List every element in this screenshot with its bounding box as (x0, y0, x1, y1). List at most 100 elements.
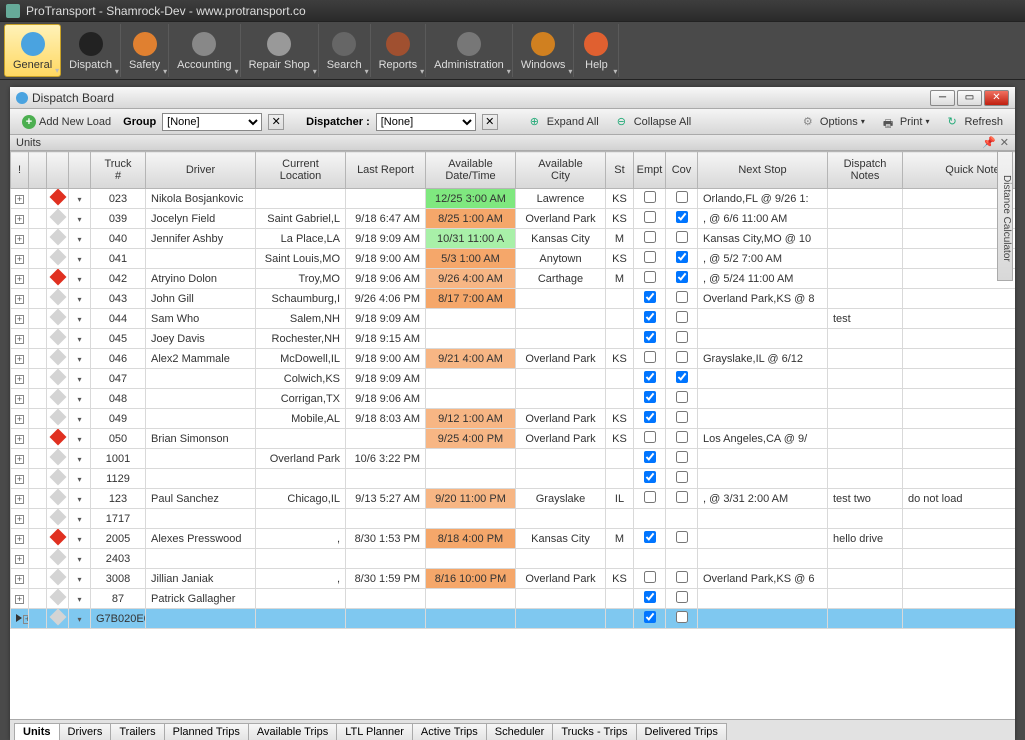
empty-checkbox[interactable] (644, 351, 656, 363)
tab-scheduler[interactable]: Scheduler (486, 723, 554, 740)
tab-delivered-trips[interactable]: Delivered Trips (636, 723, 727, 740)
table-row[interactable]: +▾041Saint Louis,MO9/18 9:00 AM5/3 1:00 … (11, 249, 1016, 269)
tab-units[interactable]: Units (14, 723, 60, 740)
empty-checkbox[interactable] (644, 611, 656, 623)
tab-available-trips[interactable]: Available Trips (248, 723, 337, 740)
dropdown-icon[interactable]: ▾ (77, 535, 81, 544)
dropdown-icon[interactable]: ▾ (77, 235, 81, 244)
expand-icon[interactable]: + (15, 455, 24, 464)
col-header[interactable]: Next Stop (698, 152, 828, 189)
expand-icon[interactable]: + (15, 415, 24, 424)
empty-checkbox[interactable] (644, 231, 656, 243)
covered-checkbox[interactable] (676, 491, 688, 503)
col-header[interactable]: Last Report (346, 152, 426, 189)
covered-checkbox[interactable] (676, 371, 688, 383)
col-header[interactable]: AvailableCity (516, 152, 606, 189)
expand-icon[interactable]: + (15, 595, 24, 604)
covered-checkbox[interactable] (676, 451, 688, 463)
empty-checkbox[interactable] (644, 211, 656, 223)
table-row[interactable]: +▾2005Alexes Presswood,8/30 1:53 PM8/18 … (11, 529, 1016, 549)
panel-close-icon[interactable]: ✕ (1000, 136, 1009, 149)
ribbon-reports[interactable]: Reports▾ (371, 24, 427, 77)
table-row[interactable]: +▾2403 (11, 549, 1016, 569)
dropdown-icon[interactable]: ▾ (77, 195, 81, 204)
col-header[interactable]: Cov (666, 152, 698, 189)
expand-icon[interactable]: + (15, 575, 24, 584)
covered-checkbox[interactable] (676, 591, 688, 603)
covered-checkbox[interactable] (676, 311, 688, 323)
empty-checkbox[interactable] (644, 391, 656, 403)
dropdown-icon[interactable]: ▾ (77, 335, 81, 344)
expand-icon[interactable]: + (15, 195, 24, 204)
group-select[interactable]: [None] (162, 113, 262, 131)
table-row[interactable]: +▾050Brian Simonson9/25 4:00 PMOverland … (11, 429, 1016, 449)
col-header[interactable]: AvailableDate/Time (426, 152, 516, 189)
empty-checkbox[interactable] (644, 331, 656, 343)
col-header[interactable]: ! (11, 152, 29, 189)
empty-checkbox[interactable] (644, 471, 656, 483)
collapse-all-button[interactable]: ⊖ Collapse All (611, 113, 697, 131)
covered-checkbox[interactable] (676, 191, 688, 203)
expand-icon[interactable]: + (15, 335, 24, 344)
covered-checkbox[interactable] (676, 231, 688, 243)
empty-checkbox[interactable] (644, 191, 656, 203)
table-row[interactable]: +▾043John GillSchaumburg,I9/26 4:06 PM8/… (11, 289, 1016, 309)
options-button[interactable]: ⚙ Options▾ (797, 113, 871, 131)
empty-checkbox[interactable] (644, 531, 656, 543)
expand-icon[interactable]: + (15, 515, 24, 524)
ribbon-dispatch[interactable]: Dispatch▾ (61, 24, 121, 77)
empty-checkbox[interactable] (644, 431, 656, 443)
dropdown-icon[interactable]: ▾ (77, 295, 81, 304)
empty-checkbox[interactable] (644, 571, 656, 583)
table-row[interactable]: +▾123Paul SanchezChicago,IL9/13 5:27 AM9… (11, 489, 1016, 509)
expand-icon[interactable]: + (15, 315, 24, 324)
col-header[interactable] (47, 152, 69, 189)
dropdown-icon[interactable]: ▾ (77, 575, 81, 584)
ribbon-windows[interactable]: Windows▾ (513, 24, 575, 77)
ribbon-safety[interactable]: Safety▾ (121, 24, 169, 77)
expand-icon[interactable]: + (15, 555, 24, 564)
col-header[interactable]: CurrentLocation (256, 152, 346, 189)
tab-trucks-trips[interactable]: Trucks - Trips (552, 723, 636, 740)
expand-icon[interactable]: + (15, 235, 24, 244)
covered-checkbox[interactable] (676, 611, 688, 623)
maximize-button[interactable]: ▭ (957, 90, 982, 106)
tab-ltl-planner[interactable]: LTL Planner (336, 723, 413, 740)
covered-checkbox[interactable] (676, 431, 688, 443)
tab-trailers[interactable]: Trailers (110, 723, 164, 740)
table-row[interactable]: +▾1001Overland Park10/6 3:22 PM (11, 449, 1016, 469)
expand-icon[interactable]: + (15, 535, 24, 544)
dropdown-icon[interactable]: ▾ (77, 215, 81, 224)
covered-checkbox[interactable] (676, 571, 688, 583)
dispatcher-select[interactable]: [None] (376, 113, 476, 131)
ribbon-help[interactable]: Help▾ (574, 24, 619, 77)
expand-all-button[interactable]: ⊕ Expand All (524, 113, 605, 131)
expand-icon[interactable]: + (15, 495, 24, 504)
dropdown-icon[interactable]: ▾ (77, 375, 81, 384)
covered-checkbox[interactable] (676, 271, 688, 283)
table-row[interactable]: +▾046Alex2 MammaleMcDowell,IL9/18 9:00 A… (11, 349, 1016, 369)
distance-calculator-tab[interactable]: Distance Calculator (997, 151, 1013, 281)
close-button[interactable]: ✕ (984, 90, 1009, 106)
expand-icon[interactable]: + (15, 275, 24, 284)
table-row[interactable]: +▾042Atryino DolonTroy,MO9/18 9:06 AM9/2… (11, 269, 1016, 289)
expand-icon[interactable]: + (15, 295, 24, 304)
dropdown-icon[interactable]: ▾ (77, 435, 81, 444)
col-header[interactable]: Driver (146, 152, 256, 189)
table-row[interactable]: +▾3008Jillian Janiak,8/30 1:59 PM8/16 10… (11, 569, 1016, 589)
empty-checkbox[interactable] (644, 491, 656, 503)
tab-active-trips[interactable]: Active Trips (412, 723, 487, 740)
table-row-selected[interactable]: +▾G7B020E0 (11, 609, 1016, 629)
table-row[interactable]: +▾047Colwich,KS9/18 9:09 AM (11, 369, 1016, 389)
covered-checkbox[interactable] (676, 471, 688, 483)
table-row[interactable]: +▾1129 (11, 469, 1016, 489)
col-header[interactable] (69, 152, 91, 189)
dropdown-icon[interactable]: ▾ (77, 455, 81, 464)
dropdown-icon[interactable]: ▾ (77, 555, 81, 564)
dropdown-icon[interactable]: ▾ (77, 355, 81, 364)
dropdown-icon[interactable]: ▾ (77, 395, 81, 404)
table-row[interactable]: +▾1717 (11, 509, 1016, 529)
table-row[interactable]: +▾045Joey DavisRochester,NH9/18 9:15 AM (11, 329, 1016, 349)
ribbon-general[interactable]: General▾ (4, 24, 61, 77)
table-row[interactable]: +▾049Mobile,AL9/18 8:03 AM9/12 1:00 AMOv… (11, 409, 1016, 429)
